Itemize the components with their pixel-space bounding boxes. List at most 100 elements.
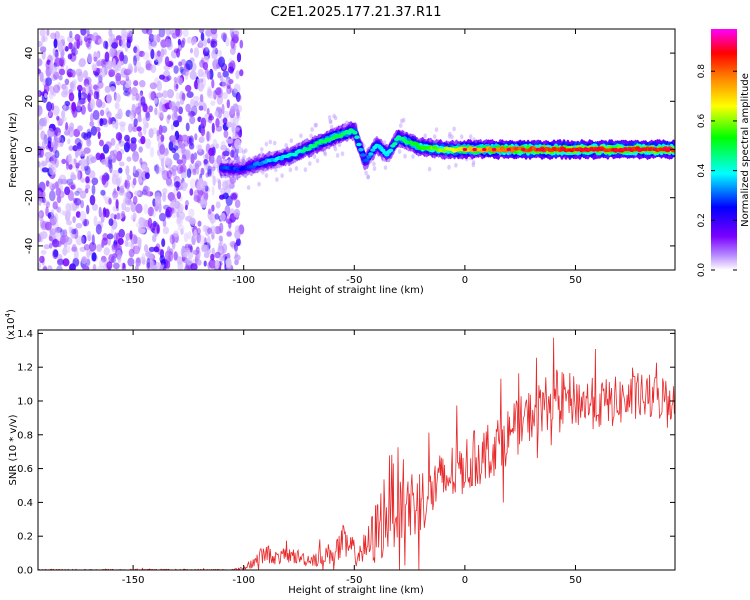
heatmap-cell [126,156,132,162]
heatmap-cell [142,116,148,126]
heatmap-cell [230,38,235,49]
heatmap-cell [117,108,123,120]
heatmap-cell [231,122,236,128]
heatmap-cell [77,125,83,132]
heatmap-cell [46,101,53,112]
y-tick-label: 0.2 [17,532,33,543]
heatmap-cell [64,78,70,86]
heatmap-cell [75,211,81,218]
ridge-cell [358,147,364,152]
heatmap-cell [329,124,334,130]
heatmap-cell [69,263,76,270]
colorbar-ticks: 0.0 0.2 0.4 0.6 0.8 [697,64,737,277]
heatmap-cell [150,261,157,270]
heatmap-cell [141,164,148,172]
heatmap-cell [70,48,78,56]
heatmap-cell [53,84,61,94]
ridge-cell [414,142,420,146]
heatmap-cell [236,104,243,113]
heatmap-cell [197,220,202,227]
heatmap-cell [56,195,62,204]
heatmap-cell [159,112,164,121]
heatmap-cell [166,75,172,81]
heatmap-cell [175,84,179,89]
heatmap-cell [180,228,184,235]
heatmap-cell [132,165,137,174]
heatmap-cell [120,210,126,218]
heatmap-cell [233,83,241,94]
heatmap-cell [80,177,85,183]
heatmap-cell [200,32,205,41]
heatmap-cell [208,113,213,119]
heatmap-cell [67,53,73,60]
heatmap-cell [233,35,239,44]
heatmap-cell [148,246,155,252]
heatmap-cell [447,164,451,170]
heatmap-cell [165,156,170,165]
heatmap-cell [160,157,165,167]
heatmap-cell [110,150,114,160]
heatmap-cell [86,248,91,259]
heatmap-cell [45,113,50,123]
heatmap-cell [184,71,189,80]
heatmap-cell [68,226,72,234]
heatmap-cell [104,208,110,218]
heatmap-cell [174,200,181,209]
heatmap-cell [43,35,48,42]
heatmap-cell [74,198,82,206]
heatmap-cell [91,184,96,195]
heatmap-cell [222,180,229,191]
heatmap-cell [212,59,220,70]
heatmap-cell [193,229,197,240]
heatmap-cell [189,178,196,189]
heatmap-cell [38,198,42,206]
heatmap-cell [206,71,211,80]
heatmap-cell [57,258,64,266]
heatmap-cell [124,68,132,74]
ridge-cell [521,147,526,152]
heatmap-cell [57,82,62,91]
heatmap-cell [167,114,172,120]
heatmap-cell [141,189,147,196]
heatmap-cell [195,168,199,175]
heatmap-cell [150,48,155,60]
heatmap-cell [87,92,92,103]
heatmap-cell [102,144,110,154]
heatmap-cell [116,186,120,192]
heatmap-cell [125,199,133,206]
heatmap-cell [88,170,96,179]
heatmap-cell [218,56,225,68]
y-tick-label: 0 [24,146,35,152]
heatmap-cell [82,218,90,227]
heatmap-cell [65,122,69,131]
heatmap-cell [150,64,157,73]
heatmap-cell [221,103,225,115]
heatmap-cell [118,228,125,238]
heatmap-cell [246,185,251,191]
heatmap-cell [313,122,318,128]
heatmap-cell [119,185,125,194]
heatmap-cell [179,98,185,105]
y-tick-label: 20 [24,95,35,108]
heatmap-cell [162,226,169,235]
heatmap-cell [113,232,118,243]
ridge-cell [370,148,376,152]
heatmap-cell [176,159,183,165]
heatmap-cell [153,246,159,253]
heatmap-cell [82,265,90,270]
heatmap-cell [145,111,151,122]
ridge-cell [598,147,604,152]
heatmap-cell [44,151,52,158]
heatmap-cell [52,105,60,116]
heatmap-cell [188,111,196,117]
heatmap-cell [125,75,130,82]
heatmap-cell [149,82,157,90]
heatmap-cell [221,243,228,254]
heatmap-cell [210,100,216,106]
heatmap-cell [75,162,80,169]
heatmap-cell [125,233,131,241]
heatmap-cell [89,83,93,92]
heatmap-cell [229,29,235,38]
y-tick-label: 1.2 [17,363,33,374]
heatmap-cell [145,110,150,119]
